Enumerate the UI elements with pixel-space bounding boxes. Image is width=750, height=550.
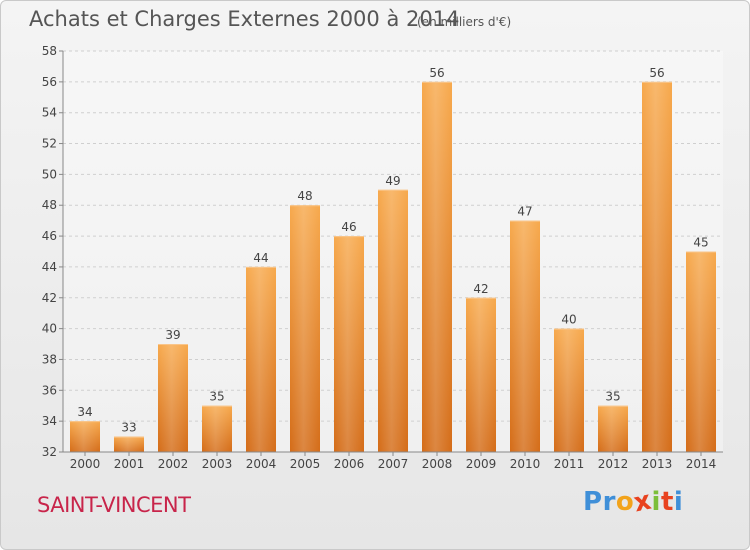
x-tick-label: 2000 [70, 457, 101, 471]
y-tick-label: 32 [42, 445, 57, 459]
x-tick-label: 2006 [334, 457, 365, 471]
y-tick-label: 36 [42, 383, 57, 397]
data-label: 45 [693, 236, 708, 250]
bar-highlight [290, 205, 320, 452]
data-label: 42 [473, 282, 488, 296]
y-tick-label: 46 [42, 229, 57, 243]
data-label: 49 [385, 174, 400, 188]
x-tick-label: 2001 [114, 457, 145, 471]
logo-letter: i [651, 487, 661, 517]
y-tick-label: 42 [42, 291, 57, 305]
data-label: 34 [77, 405, 92, 419]
x-tick-label: 2012 [598, 457, 629, 471]
y-tick-label: 48 [42, 198, 57, 212]
data-label: 56 [649, 66, 664, 80]
x-tick-label: 2014 [686, 457, 717, 471]
bar-highlight [202, 405, 232, 452]
y-tick-label: 34 [42, 414, 57, 428]
bar-highlight [510, 220, 540, 452]
data-label: 46 [341, 220, 356, 234]
logo-letter: i [673, 487, 684, 517]
data-label: 47 [517, 205, 532, 219]
logo-letter: P [583, 487, 603, 517]
x-tick-label: 2002 [158, 457, 189, 471]
bar-highlight [422, 81, 452, 452]
bar-highlight [334, 236, 364, 452]
y-tick-label: 50 [42, 167, 57, 181]
bar-highlight [686, 251, 716, 452]
y-tick-label: 54 [42, 106, 57, 120]
x-tick-label: 2011 [554, 457, 585, 471]
bar-highlight [642, 81, 672, 452]
bar-highlight [158, 344, 188, 452]
bar-highlight [70, 421, 100, 452]
x-tick-label: 2005 [290, 457, 321, 471]
y-tick-label: 52 [42, 137, 57, 151]
proxiti-logo[interactable]: Proxiti [583, 486, 684, 519]
data-label: 40 [561, 313, 576, 327]
x-tick-label: 2007 [378, 457, 409, 471]
data-label: 39 [165, 328, 180, 342]
x-tick-label: 2004 [246, 457, 277, 471]
data-label: 48 [297, 189, 312, 203]
data-label: 44 [253, 251, 268, 265]
x-tick-label: 2009 [466, 457, 497, 471]
logo-letter: t [660, 487, 674, 517]
data-label: 35 [209, 390, 224, 404]
logo-letter: r [602, 487, 616, 517]
logo-letter: o [615, 487, 635, 517]
data-label: 35 [605, 390, 620, 404]
y-tick-label: 38 [42, 352, 57, 366]
bar-highlight [554, 328, 584, 452]
y-tick-label: 40 [42, 322, 57, 336]
bar-highlight [246, 266, 276, 452]
y-tick-label: 58 [42, 44, 57, 58]
bar-highlight [598, 405, 628, 452]
x-tick-label: 2008 [422, 457, 453, 471]
y-tick-label: 44 [42, 260, 57, 274]
data-label: 33 [121, 421, 136, 435]
y-tick-label: 56 [42, 75, 57, 89]
x-tick-label: 2010 [510, 457, 541, 471]
chart-unit: (en milliers d'€) [417, 15, 512, 29]
bar-highlight [378, 189, 408, 453]
place-name: SAINT-VINCENT [37, 493, 191, 517]
bar-highlight [466, 297, 496, 452]
chart-title: Achats et Charges Externes 2000 à 2014 [29, 7, 460, 31]
bar-highlight [114, 436, 144, 452]
x-tick-label: 2003 [202, 457, 233, 471]
data-label: 56 [429, 66, 444, 80]
x-tick-label: 2013 [642, 457, 673, 471]
